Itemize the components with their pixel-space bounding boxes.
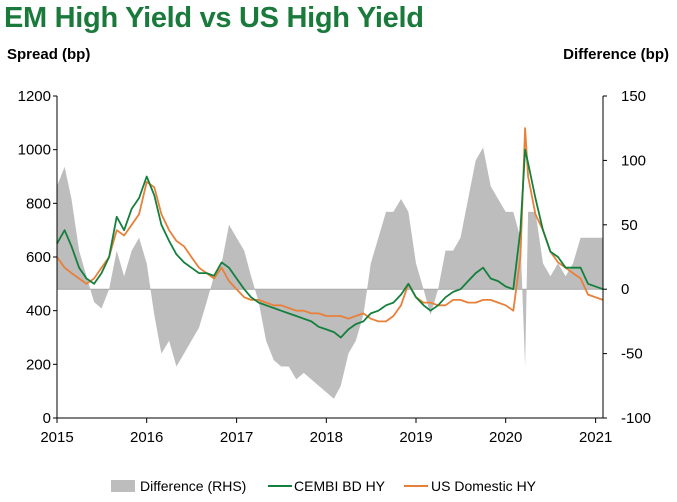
left-tick-label: 800: [26, 195, 51, 212]
right-tick-label: -50: [621, 346, 643, 363]
legend-swatch-difference: [111, 480, 135, 492]
legend-label-cembi: CEMBI BD HY: [294, 478, 386, 494]
left-tick-label: 400: [26, 303, 51, 320]
x-tick-label: 2018: [310, 429, 343, 446]
right-axis-title: Difference (bp): [563, 46, 669, 63]
us-domestic-hy-line: [56, 127, 604, 323]
x-tick-label: 2019: [399, 429, 432, 446]
legend: Difference (RHS) CEMBI BD HY US Domestic H…: [111, 478, 537, 494]
difference-area-layer: [57, 147, 603, 399]
right-tick-label: 0: [621, 281, 629, 298]
series-line-layer: [56, 127, 604, 339]
difference-area: [57, 147, 603, 399]
legend-label-us: US Domestic HY: [431, 478, 537, 494]
left-tick-label: 600: [26, 249, 51, 266]
x-tick-label: 2020: [489, 429, 522, 446]
cembi-bd-hy-line: [56, 148, 604, 339]
left-tick-label: 1000: [18, 142, 51, 159]
right-tick-label: 100: [621, 152, 646, 169]
right-tick-label: -100: [621, 410, 651, 427]
left-axis-title: Spread (bp): [7, 46, 91, 63]
x-tick-label: 2021: [579, 429, 612, 446]
left-tick-label: 0: [43, 410, 51, 427]
right-tick-label: 50: [621, 217, 638, 234]
x-tick-label: 2016: [130, 429, 163, 446]
tick-label-layer: 0 200 400 600 800 1000 1200 -100 -50 0 50 100 150 201…: [18, 88, 651, 446]
axes-layer: [53, 95, 607, 423]
left-tick-label: 1200: [18, 88, 51, 105]
legend-label-difference: Difference (RHS): [140, 478, 246, 494]
chart-title: EM High Yield vs US High Yield: [4, 2, 424, 34]
x-tick-label: 2015: [40, 429, 73, 446]
right-tick-label: 150: [621, 88, 646, 105]
x-tick-label: 2017: [220, 429, 253, 446]
left-tick-label: 200: [26, 356, 51, 373]
